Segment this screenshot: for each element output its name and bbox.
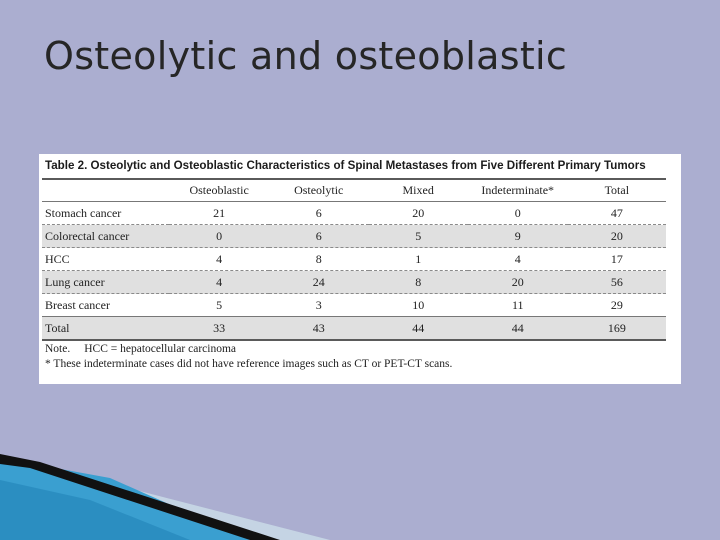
footnote: * These indeterminate cases did not have… — [45, 358, 453, 370]
cell-osteoblastic: 4 — [169, 270, 269, 294]
header-cell-indeterminate: Indeterminate* — [467, 178, 568, 202]
deco-blue-shade — [0, 480, 190, 540]
total-indeterminate: 44 — [467, 316, 568, 341]
table-total-row: Total 33 43 44 44 169 — [42, 316, 666, 341]
cell-mixed: 1 — [368, 247, 468, 271]
table-row: Stomach cancer 21 6 20 0 47 — [42, 201, 666, 225]
row-label: Colorectal cancer — [42, 224, 170, 248]
total-mixed: 44 — [368, 316, 468, 341]
cell-indeterminate: 4 — [467, 247, 568, 271]
table-caption: Table 2. Osteolytic and Osteoblastic Cha… — [45, 159, 646, 172]
table-row: Colorectal cancer 0 6 5 9 20 — [42, 224, 666, 248]
cell-mixed: 5 — [368, 224, 468, 248]
header-cell-osteoblastic: Osteoblastic — [169, 178, 269, 202]
cell-mixed: 20 — [368, 201, 468, 225]
row-label: Stomach cancer — [42, 201, 170, 225]
cell-osteoblastic: 0 — [169, 224, 269, 248]
cell-osteolytic: 24 — [268, 270, 369, 294]
cell-osteoblastic: 21 — [169, 201, 269, 225]
row-label: Breast cancer — [45, 297, 110, 312]
cell-osteolytic: 6 — [268, 224, 369, 248]
cell-indeterminate: 9 — [467, 224, 568, 248]
header-cell-osteolytic: Osteolytic — [268, 178, 369, 202]
cell-indeterminate: 0 — [467, 201, 568, 225]
table-image: Table 2. Osteolytic and Osteoblastic Cha… — [39, 154, 681, 384]
table-row: HCC 4 8 1 4 17 — [42, 247, 666, 271]
total-osteoblastic: 33 — [169, 316, 269, 341]
cell-osteolytic: 8 — [268, 247, 369, 271]
cell-total: 17 — [567, 247, 666, 271]
cell-total: 47 — [567, 201, 666, 225]
total-row-label: Total — [42, 316, 170, 341]
header-cell-mixed: Mixed — [368, 178, 468, 202]
decorative-corner-swoosh — [0, 454, 330, 540]
deco-dark-stroke — [0, 454, 280, 540]
cell-indeterminate: 20 — [467, 270, 568, 294]
note-label: Note. — [45, 343, 71, 355]
cell-total: 20 — [567, 224, 666, 248]
cell-indeterminate: 11 — [511, 297, 524, 312]
cell-total: 56 — [567, 270, 666, 294]
cell-total: 29 — [610, 297, 623, 312]
cell-osteoblastic: 4 — [169, 247, 269, 271]
table-header-row: Osteoblastic Osteolytic Mixed Indetermin… — [42, 178, 666, 202]
table-row: Breast cancer 5 3 10 11 29 — [42, 294, 666, 317]
cell-osteolytic: 3 — [315, 297, 322, 312]
table-row: Lung cancer 4 24 8 20 56 — [42, 270, 666, 294]
header-cell-category — [42, 178, 170, 202]
table-notes: Note. HCC = hepatocellular carcinoma * Th… — [45, 342, 452, 372]
slide-title: Osteolytic and osteoblastic — [44, 34, 568, 78]
cell-mixed: 8 — [368, 270, 468, 294]
data-table: Osteoblastic Osteolytic Mixed Indetermin… — [42, 178, 666, 341]
total-osteolytic: 43 — [268, 316, 369, 341]
total-all: 169 — [567, 316, 666, 341]
header-cell-total: Total — [567, 178, 666, 202]
row-label: HCC — [42, 247, 170, 271]
note-line: Note. HCC = hepatocellular carcinoma — [45, 342, 452, 357]
note-abbreviation: HCC = hepatocellular carcinoma — [84, 343, 237, 355]
cell-mixed: 10 — [412, 297, 425, 312]
row-label: Lung cancer — [42, 270, 170, 294]
cell-osteoblastic: 5 — [216, 297, 223, 312]
cell-osteolytic: 6 — [268, 201, 369, 225]
